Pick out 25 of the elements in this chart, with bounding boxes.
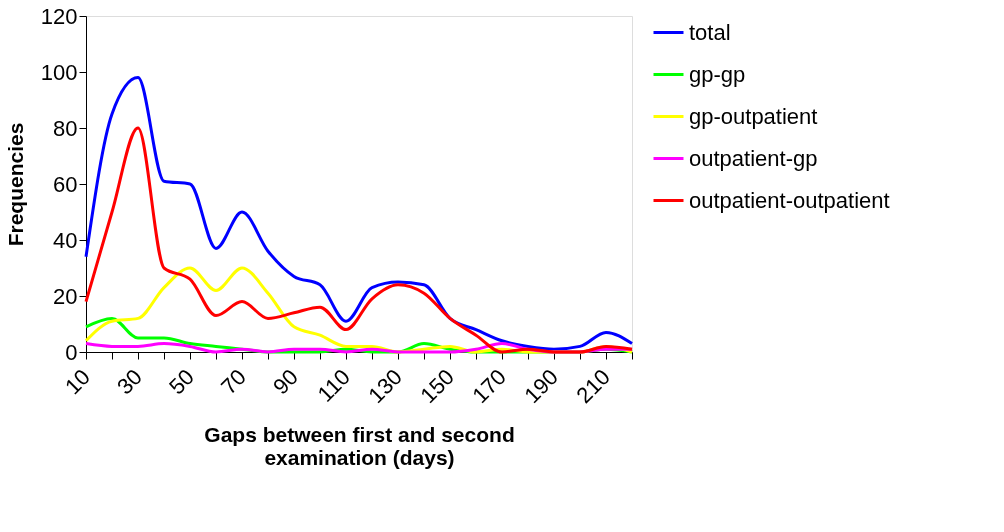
y-tick-label: 40 [53, 227, 78, 253]
legend-label: outpatient-outpatient [689, 187, 890, 213]
x-tick-label: 190 [519, 364, 563, 408]
y-tick-label: 0 [65, 339, 78, 365]
y-tick-label: 60 [53, 171, 78, 197]
y-tick-label: 20 [53, 283, 78, 309]
x-tick-label: 50 [163, 364, 199, 400]
y-tick-label: 80 [53, 115, 78, 141]
legend-label: total [689, 19, 731, 45]
y-tick-label: 100 [40, 59, 78, 85]
legend-label: outpatient-gp [689, 145, 818, 171]
x-tick-label: 210 [571, 364, 615, 408]
x-tick-label: 150 [415, 364, 459, 408]
legend-label: gp-gp [689, 61, 746, 87]
x-tick-label: 110 [312, 364, 355, 407]
x-tick-label: 130 [363, 364, 407, 408]
x-tick-label: 30 [111, 364, 147, 400]
legend-label: gp-outpatient [689, 103, 818, 129]
x-tick-label: 70 [215, 364, 251, 400]
y-axis-title: Frequencies [3, 122, 27, 247]
x-tick-label: 10 [59, 364, 95, 400]
x-tick-label: 90 [267, 364, 303, 400]
x-tick-label: 170 [467, 364, 511, 408]
x-axis-title: Gaps between first and second examination (days) [204, 423, 515, 470]
y-tick-label: 120 [40, 3, 78, 29]
